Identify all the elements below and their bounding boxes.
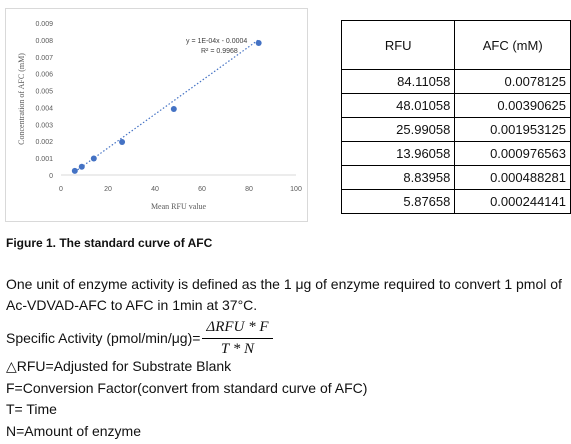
definition-delta-rfu: △RFU=Adjusted for Substrate Blank	[6, 358, 232, 374]
table-row: 5.87658 0.000244141	[340, 189, 571, 214]
x-axis-title: Mean RFU value	[151, 202, 207, 211]
trendline-r-squared: R² = 0.9968	[201, 48, 238, 55]
y-tick-label: 0.004	[35, 105, 53, 112]
formula-denominator: T * N	[220, 340, 254, 357]
table-cell-afc: 0.000976563	[454, 141, 571, 166]
x-tick-label: 40	[151, 186, 159, 193]
y-tick-label: 0	[49, 173, 53, 180]
table-row: 84.11058 0.0078125	[340, 69, 571, 94]
y-tick-label: 0.009	[35, 21, 53, 28]
table-row: 48.01058 0.00390625	[340, 93, 571, 118]
x-tick-label: 100	[290, 186, 302, 193]
data-point	[90, 155, 97, 162]
formula-numerator: ΔRFU * F	[202, 319, 273, 339]
definition-paragraph-line-2: Ac-VDVAD-AFC to AFC in 1min at 37°C.	[6, 297, 258, 313]
table-cell-rfu: 5.87658	[340, 189, 456, 214]
rfu-afc-table: RFU AFC (mM) 84.11058 0.0078125 48.01058 0…	[340, 20, 571, 214]
chart-svg: 0 0.001 0.002 0.003 0.004 0.005 0.006 0.007 0.00…	[17, 21, 302, 211]
trendline	[74, 39, 260, 173]
formula-fraction: ΔRFU * F T * N	[202, 319, 273, 358]
table-row: 13.96058 0.000976563	[340, 141, 571, 166]
definition-amount-of-enzyme: N=Amount of enzyme	[6, 423, 142, 439]
standard-curve-chart: 0 0.001 0.002 0.003 0.004 0.005 0.006 0.007 0.00…	[5, 8, 308, 222]
data-point	[255, 40, 262, 47]
data-point	[119, 139, 126, 146]
table-cell-afc: 0.000488281	[454, 165, 571, 190]
figure-caption: Figure 1. The standard curve of AFC	[6, 236, 213, 250]
table-row: 25.99058 0.001953125	[340, 117, 571, 142]
data-point	[78, 163, 85, 170]
table-cell-rfu: 13.96058	[340, 141, 456, 166]
table-cell-afc: 0.0078125	[454, 69, 571, 94]
x-tick-label: 20	[104, 186, 112, 193]
trendline-equation: y = 1E-04x - 0.0004	[186, 38, 247, 45]
table-cell-afc: 0.00390625	[454, 93, 571, 118]
table-header-afc: AFC (mM)	[454, 20, 571, 70]
y-tick-label: 0.001	[35, 156, 53, 163]
y-tick-label: 0.005	[35, 89, 53, 96]
data-point	[170, 106, 177, 113]
x-tick-label: 80	[245, 186, 253, 193]
y-tick-label: 0.008	[35, 38, 53, 45]
table-cell-rfu: 25.99058	[340, 117, 456, 142]
y-tick-label: 0.002	[35, 139, 53, 146]
y-axis-title: Concentration of AFC (mM)	[17, 53, 26, 145]
x-tick-label: 60	[198, 186, 206, 193]
data-point	[71, 167, 78, 174]
definition-time: T= Time	[6, 401, 57, 417]
y-tick-label: 0.007	[35, 55, 53, 62]
table-cell-rfu: 84.11058	[340, 69, 456, 94]
y-tick-label: 0.003	[35, 122, 53, 129]
table-header-row: RFU AFC (mM)	[340, 20, 571, 70]
table-row: 8.83958 0.000488281	[340, 165, 571, 190]
definition-conversion-factor: F=Conversion Factor(convert from standar…	[6, 380, 368, 396]
table-header-rfu: RFU	[340, 20, 456, 70]
table-cell-rfu: 48.01058	[340, 93, 456, 118]
specific-activity-formula: Specific Activity (pmol/min/μg)= ΔRFU * …	[6, 318, 273, 358]
table-cell-afc: 0.001953125	[454, 117, 571, 142]
x-tick-label: 0	[59, 186, 63, 193]
y-tick-label: 0.006	[35, 72, 53, 79]
formula-label: Specific Activity (pmol/min/μg)=	[6, 330, 201, 346]
table-cell-rfu: 8.83958	[340, 165, 456, 190]
table-cell-afc: 0.000244141	[454, 189, 571, 214]
definition-paragraph-line-1: One unit of enzyme activity is defined a…	[6, 276, 562, 292]
